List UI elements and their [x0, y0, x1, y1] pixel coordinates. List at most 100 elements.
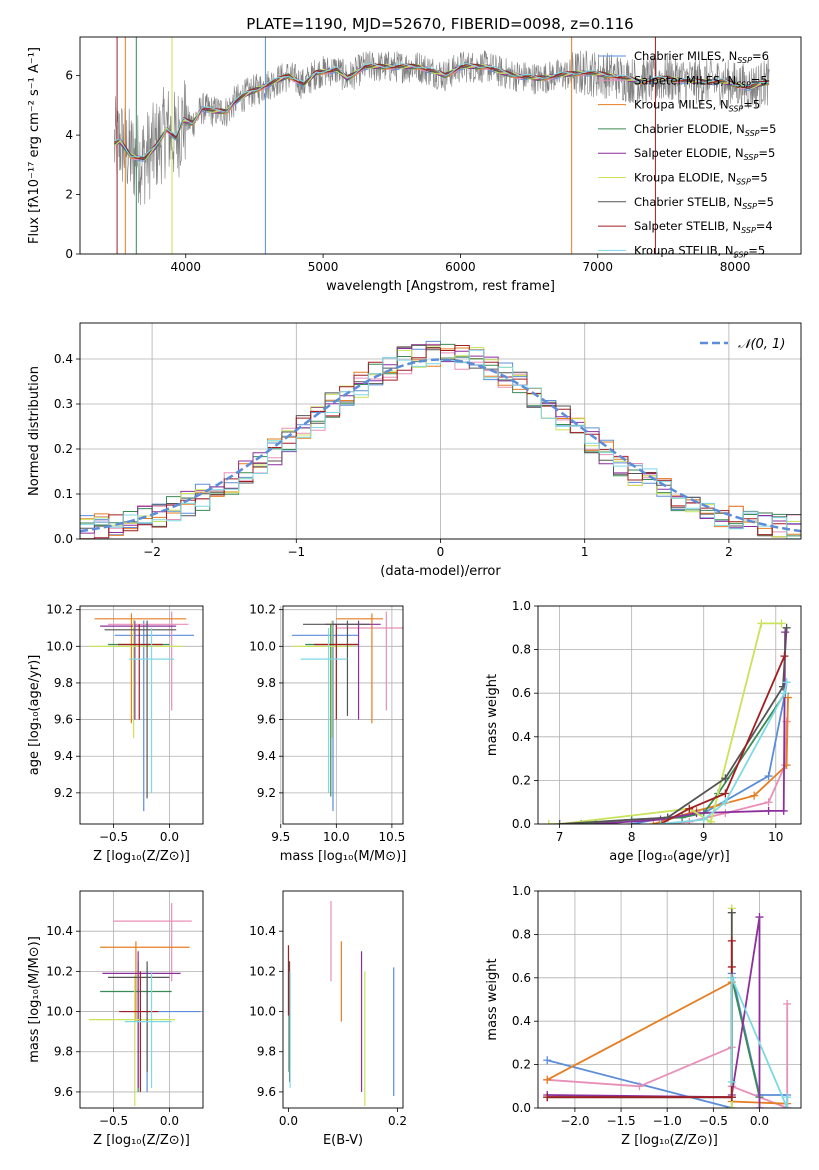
weight-marker-salpeter_stelib — [780, 652, 789, 661]
plot-area-mass_vs_Z — [88, 903, 201, 1106]
x-tick-label: −1 — [287, 545, 305, 559]
y-tick-label: 9.4 — [257, 749, 276, 763]
weight-line-kroupa_elodie — [548, 622, 782, 824]
legend-label-salpeter_elodie: Salpeter ELODIE, NSSP=5 — [634, 146, 775, 162]
y-tick-label: 9.4 — [54, 749, 73, 763]
y-axis-label: Normed distribution — [27, 366, 42, 496]
weight-marker-kroupa_miles — [543, 1075, 552, 1084]
weight-marker-kroupa_miles — [750, 791, 759, 800]
x-tick-label: 0.0 — [750, 1114, 769, 1128]
legend-label-chabrier_miles: Chabrier MILES, NSSP=6 — [634, 49, 769, 65]
weight-line-salpeter_elodie — [547, 916, 761, 1108]
x-tick-label: 5000 — [308, 260, 339, 274]
y-tick-label: 10.0 — [46, 639, 73, 653]
y-tick-label: 9.8 — [54, 676, 73, 690]
x-tick-label: −1.5 — [606, 1114, 635, 1128]
y-tick-label: 1.0 — [512, 884, 531, 898]
panel-mass_vs_Z: −0.5 0.0 9.6 9.8 10.0 10.2 10.4 Z [log₁₀(Z/Z⊙)]… — [27, 890, 204, 1148]
y-tick-label: 0.8 — [512, 927, 531, 941]
x-axis-label: Z [log₁₀(Z/Z⊙)] — [93, 1133, 190, 1148]
weight-line-salpeter_elodie — [595, 632, 786, 824]
plot-area-weight_vs_Z — [543, 904, 792, 1108]
x-tick-label: 6000 — [445, 260, 476, 274]
weight-marker-salpeter_stelib — [685, 804, 694, 813]
y-tick-label: 10.4 — [46, 924, 73, 938]
axes-frame — [79, 605, 204, 825]
y-tick-label: 0.3 — [54, 397, 73, 411]
y-tick-label: 0.4 — [512, 1014, 531, 1028]
grid-mass_vs_Z — [80, 891, 203, 1108]
weight-marker-kroupa_elodie — [777, 619, 786, 628]
y-tick-label: 0.2 — [54, 442, 73, 456]
axes-frame — [537, 605, 802, 825]
panel-weight_vs_Z: −2.0 −1.5 −1.0 −0.5 0.0 0.0 0.2 0.4 0.6 0.8 1.0 Z [… — [485, 884, 802, 1148]
x-tick-label: −0.5 — [99, 830, 128, 844]
weight-marker-kroupa_elodie — [727, 1104, 736, 1108]
x-axis-label: (data-model)/error — [380, 564, 501, 579]
y-tick-label: 10.0 — [249, 1005, 276, 1019]
legend-label-kroupa_stelib: Kroupa STELIB, NSSP=5 — [634, 243, 765, 259]
plot-area-mass_vs_ebv — [287, 901, 395, 1106]
y-tick-label: 10.2 — [46, 603, 73, 617]
x-tick-label: 0.0 — [160, 1114, 179, 1128]
x-tick-label: 0.0 — [279, 1114, 298, 1128]
spectrum-data-line — [114, 50, 770, 206]
panel-residuals: −2 −1 0 1 2 0.0 0.1 0.2 0.3 0.4 (data-model)/error… — [27, 322, 802, 579]
panel-age_vs_mass: 9.5 10.0 10.5 9.2 9.4 9.6 9.8 10.0 10.2 mass [log… — [249, 603, 406, 864]
y-tick-label: 2 — [65, 188, 73, 202]
weight-marker-chabrier_miles — [764, 772, 773, 781]
x-axis-label: wavelength [Angstrom, rest frame] — [326, 279, 555, 294]
legend-label-salpeter_miles: Salpeter MILES, NSSP=5 — [634, 73, 768, 89]
legend-label-gaussian: 𝒩(0, 1) — [738, 337, 785, 352]
weight-marker-kroupa_stelib — [727, 973, 736, 982]
y-tick-label: 0.0 — [54, 532, 73, 546]
weight-marker-kroupa_stelib — [783, 1104, 792, 1108]
plots-layer: 4000 5000 6000 7000 8000 0 2 4 6 wavelength [Angs… — [27, 36, 802, 1148]
y-tick-label: 0.0 — [512, 1101, 531, 1115]
grid-weight_vs_Z — [538, 890, 801, 1109]
x-tick-label: 4000 — [170, 260, 201, 274]
y-tick-label: 4 — [65, 128, 73, 142]
legend-label-kroupa_elodie: Kroupa ELODIE, NSSP=5 — [634, 171, 768, 187]
y-tick-label: 1.0 — [512, 599, 531, 613]
x-tick-label: 0.2 — [388, 1114, 407, 1128]
plot-area-residuals — [80, 340, 801, 539]
weight-marker-chabrier_miles — [543, 1056, 552, 1065]
y-tick-label: 9.8 — [257, 676, 276, 690]
x-tick-label: 10.0 — [323, 830, 350, 844]
weight-marker-chabrier_stelib — [782, 623, 791, 632]
y-axis-label: mass weight — [485, 674, 500, 756]
weight-line-chabrier_elodie — [547, 977, 761, 1099]
weight-marker-salpeter_stelib — [727, 962, 736, 971]
weight-marker-chabrier_stelib — [727, 908, 736, 917]
x-tick-label: −2 — [143, 545, 161, 559]
weight-marker-salpeter_miles — [635, 1082, 644, 1091]
y-axis-label: age [log₁₀(age/yr)] — [27, 655, 42, 776]
legend-label-chabrier_stelib: Chabrier STELIB, NSSP=5 — [634, 195, 774, 211]
x-tick-label: −2.0 — [560, 1114, 589, 1128]
y-tick-label: 9.6 — [54, 1085, 73, 1099]
weight-marker-salpeter_stelib — [721, 789, 730, 798]
y-axis-label: mass [log₁₀(M/M⊙)] — [27, 936, 42, 1063]
y-tick-label: 10.2 — [249, 603, 276, 617]
y-tick-label: 0.0 — [512, 817, 531, 831]
figure-title: PLATE=1190, MJD=52670, FIBERID=0098, z=0… — [246, 15, 633, 33]
weight-marker-chabrier_stelib — [721, 774, 730, 783]
x-tick-label: 0.0 — [160, 830, 179, 844]
legend-label-salpeter_stelib: Salpeter STELIB, NSSP=4 — [634, 219, 773, 235]
weight-line-chabrier_elodie — [581, 692, 786, 824]
grid-weight_vs_age — [538, 605, 801, 825]
x-axis-label: Z [log₁₀(Z/Z⊙)] — [621, 1133, 718, 1148]
x-tick-label: −0.5 — [699, 1114, 728, 1128]
plot-area-weight_vs_age — [544, 619, 793, 824]
weight-marker-salpeter_elodie — [781, 628, 790, 637]
grid-age_vs_mass — [280, 606, 403, 824]
x-tick-label: −1.0 — [653, 1114, 682, 1128]
grid-age_vs_Z — [80, 606, 203, 824]
weight-marker-kroupa_stelib — [780, 689, 789, 698]
x-tick-label: 7 — [556, 830, 564, 844]
plot-area-age_vs_mass — [291, 611, 403, 812]
y-tick-label: 10.0 — [249, 639, 276, 653]
panel-spectrum: 4000 5000 6000 7000 8000 0 2 4 6 wavelength [Angs… — [27, 36, 802, 294]
